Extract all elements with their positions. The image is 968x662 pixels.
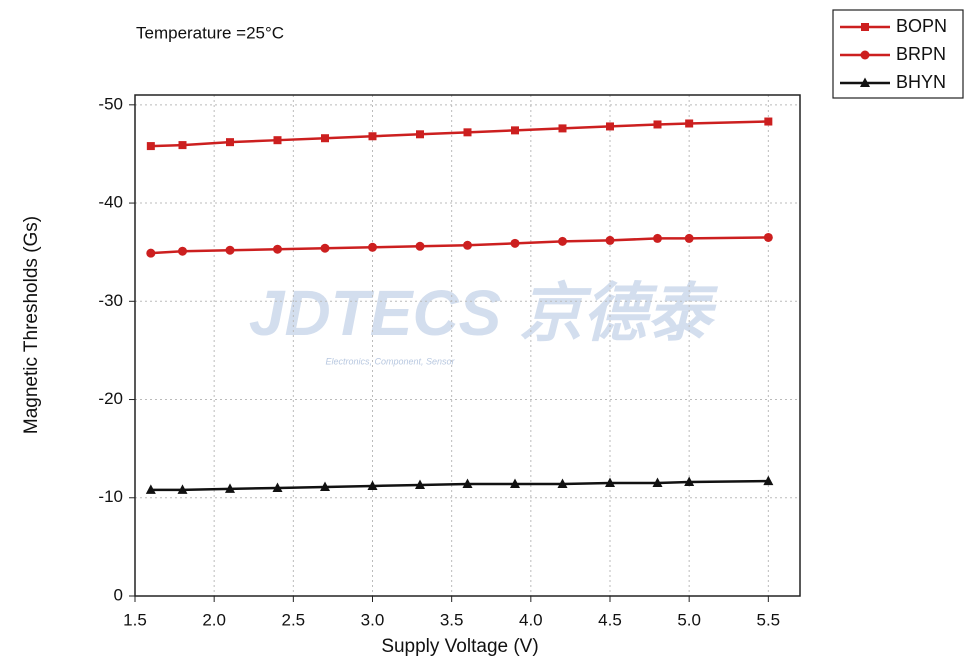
data-point: [146, 248, 156, 258]
y-tick-label: -10: [98, 487, 123, 506]
data-point: [605, 477, 615, 488]
legend-label: BOPN: [896, 16, 947, 36]
data-point: [764, 117, 773, 126]
legend-marker: [860, 77, 870, 87]
data-point: [463, 240, 472, 250]
x-tick-label: 5.0: [677, 610, 701, 629]
data-point: [226, 138, 234, 147]
data-point: [320, 243, 330, 253]
data-point: [225, 483, 235, 493]
data-point: [510, 478, 520, 489]
series-line: [150, 236, 769, 255]
watermark: JDTECS 京德泰: [249, 277, 718, 349]
x-tick-label: 4.0: [519, 610, 543, 629]
x-tick-label: 1.5: [123, 610, 147, 629]
data-point: [368, 132, 377, 141]
series-line: [150, 479, 769, 492]
watermark-subtitle: Electronics, Component, Sensor: [325, 356, 455, 366]
data-point: [273, 136, 282, 145]
data-point: [684, 476, 695, 487]
x-axis-label: Supply Voltage (V): [381, 636, 538, 657]
legend: BOPN BRPN BHYN: [832, 9, 964, 99]
x-tick-label: 4.5: [598, 610, 622, 629]
data-point: [321, 134, 329, 143]
data-point: [462, 478, 473, 489]
x-tick-label: 2.5: [282, 610, 306, 629]
annotation: Temperature =25°C: [136, 23, 284, 42]
x-tick-label: 2.0: [202, 610, 226, 629]
data-point: [763, 232, 773, 242]
data-point: [653, 120, 662, 129]
data-point: [511, 126, 519, 135]
data-point: [178, 141, 187, 150]
legend-marker: [860, 50, 870, 60]
data-point: [272, 482, 283, 492]
y-tick-label: -40: [98, 193, 123, 212]
y-tick-label: -50: [98, 94, 123, 113]
legend-label: BRPN: [896, 44, 946, 64]
x-tick-label: 3.5: [440, 610, 464, 629]
data-point: [557, 478, 568, 489]
data-point: [653, 233, 662, 243]
data-point: [415, 479, 425, 489]
data-point: [463, 128, 472, 137]
data-point: [652, 477, 663, 488]
legend-marker: [861, 23, 869, 31]
y-axis-label: Magnetic Thresholds (Gs): [21, 216, 42, 434]
data-point: [178, 246, 187, 256]
data-point: [177, 484, 188, 494]
data-point: [558, 124, 567, 133]
legend-label: BHYN: [896, 72, 946, 92]
data-point: [684, 233, 694, 243]
y-tick-label: -20: [98, 389, 123, 408]
y-tick-label: -30: [98, 291, 123, 310]
data-point: [510, 238, 520, 248]
data-point: [605, 235, 615, 245]
data-point: [225, 245, 235, 255]
plot-frame: [134, 94, 801, 597]
x-tick-label: 5.5: [757, 610, 781, 629]
data-point: [558, 236, 567, 246]
data-point: [685, 119, 694, 128]
series-line: [150, 120, 769, 148]
data-point: [320, 481, 330, 491]
data-point: [146, 142, 155, 151]
data-point: [273, 244, 282, 254]
data-point: [416, 130, 424, 139]
data-point: [763, 475, 774, 486]
data-point: [368, 242, 377, 252]
data-point: [145, 484, 156, 494]
data-point: [367, 480, 378, 490]
data-point: [415, 241, 425, 251]
y-tick-label: 0: [114, 585, 123, 604]
x-tick-label: 3.0: [361, 610, 385, 629]
data-point: [606, 122, 614, 131]
